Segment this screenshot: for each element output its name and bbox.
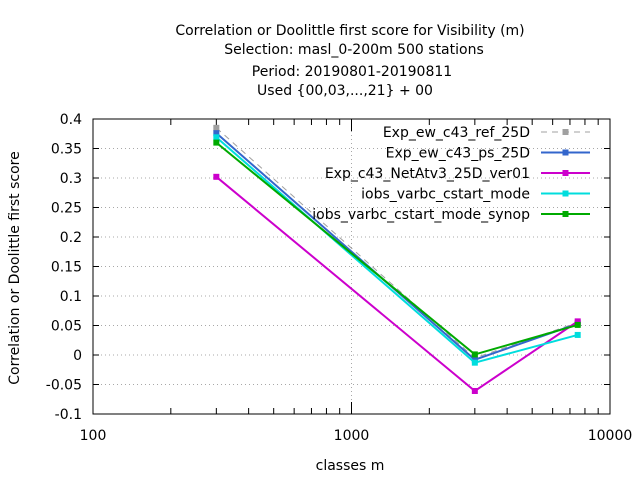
data-point (213, 124, 220, 131)
title-line-4: Used {00,03,...,21} + 00 (257, 83, 433, 99)
legend-entry: iobs_varbc_cstart_mode_synop (312, 207, 590, 223)
legend-swatch-marker (562, 190, 569, 197)
legend-label: iobs_varbc_cstart_mode_synop (312, 207, 530, 223)
y-tick-label: -0.1 (55, 407, 82, 423)
legend-label: Exp_ew_c43_ps_25D (386, 146, 530, 162)
y-tick-label: 0.1 (60, 289, 82, 305)
legend-label: Exp_ew_c43_ref_25D (383, 125, 530, 141)
y-axis-label: Correlation or Doolittle first score (7, 151, 23, 384)
legend-entry: Exp_ew_c43_ps_25D (386, 146, 590, 162)
legend-label: iobs_varbc_cstart_mode (361, 187, 530, 203)
legend-swatch-marker (562, 211, 569, 217)
data-point (213, 130, 220, 137)
x-tick-label: 100 (80, 428, 107, 444)
legend-entry: Exp_c43_NetAtv3_25D_ver01 (325, 166, 590, 182)
y-tick-label: 0.2 (60, 230, 82, 246)
data-point (471, 359, 478, 366)
x-tick-label: 10000 (588, 428, 633, 444)
grid (92, 118, 611, 415)
y-tick-label: -0.05 (46, 378, 82, 394)
title-line-2: Selection: masl_0-200m 500 stations (224, 42, 484, 58)
legend-entry: Exp_ew_c43_ref_25D (383, 125, 590, 141)
data-point (471, 387, 478, 394)
y-tick-label: 0.05 (51, 319, 82, 335)
title-line-3: Period: 20190801-20190811 (252, 64, 452, 80)
x-axis-label: classes m (316, 458, 385, 474)
y-tick-label: 0.4 (60, 112, 82, 128)
series (213, 139, 581, 358)
title-line-1: Correlation or Doolittle first score for… (175, 23, 524, 39)
data-point (574, 331, 581, 338)
data-point (471, 351, 478, 358)
y-tick-label: 0 (73, 348, 82, 364)
legend-swatch-marker (562, 170, 569, 176)
data-point (574, 321, 581, 328)
data-point (213, 173, 220, 180)
y-tick-label: 0.15 (51, 260, 82, 276)
y-tick-label: 0.25 (51, 201, 82, 217)
legend-label: Exp_c43_NetAtv3_25D_ver01 (325, 166, 530, 182)
data-point (574, 318, 581, 325)
chart-title: Correlation or Doolittle first score for… (175, 23, 524, 99)
legend-swatch-marker (562, 149, 569, 156)
legend-entry: iobs_varbc_cstart_mode (361, 187, 590, 203)
legend: Exp_ew_c43_ref_25D Exp_ew_c43_ps_25D Exp_c… (312, 125, 590, 223)
data-point (213, 139, 220, 146)
legend-swatch-marker (562, 129, 569, 135)
plot-frame (92, 118, 611, 415)
axes: -0.1 -0.05 0 0.05 0.1 0.15 0.2 0.25 0.3 0.35 0.4 10… (46, 112, 633, 444)
data-point (213, 134, 220, 141)
y-tick-label: 0.3 (60, 171, 82, 187)
y-tick-label: 0.35 (51, 142, 82, 158)
x-tick-label: 1000 (334, 428, 370, 444)
series-line (216, 127, 578, 359)
series-lines (213, 124, 581, 394)
